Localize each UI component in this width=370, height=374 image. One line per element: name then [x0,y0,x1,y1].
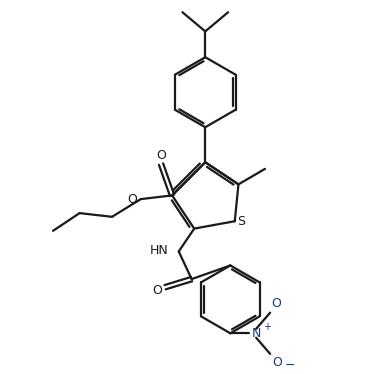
Text: S: S [238,215,245,228]
Text: −: − [285,359,295,371]
Text: O: O [273,356,282,369]
Text: O: O [156,150,166,162]
Text: HN: HN [149,244,168,257]
Text: O: O [152,284,162,297]
Text: O: O [128,193,138,206]
Text: O: O [272,297,281,310]
Text: +: + [263,322,271,332]
Text: N: N [252,327,261,340]
